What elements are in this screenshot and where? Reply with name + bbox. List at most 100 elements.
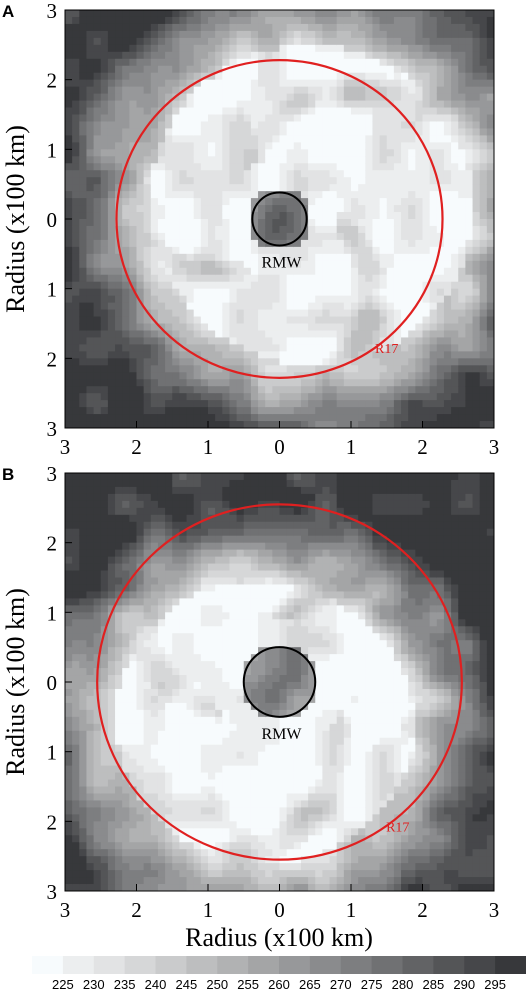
- field-cell: [107, 570, 116, 579]
- field-cell: [122, 372, 130, 380]
- field-cell: [122, 225, 130, 234]
- field-cell: [186, 309, 195, 318]
- field-cell: [429, 23, 438, 32]
- field-cell: [150, 842, 159, 850]
- field-cell: [486, 358, 494, 366]
- field-cell: [193, 521, 202, 530]
- field-cell: [150, 779, 159, 788]
- field-cell: [72, 239, 80, 248]
- field-cell: [379, 23, 388, 32]
- field-cell: [208, 647, 216, 655]
- field-cell: [472, 414, 481, 422]
- field-cell: [193, 786, 202, 795]
- field-cell: [172, 400, 180, 408]
- field-cell: [136, 870, 145, 878]
- field-cell: [386, 219, 395, 227]
- field-cell: [293, 288, 302, 297]
- field-cell: [379, 58, 388, 67]
- field-cell: [86, 493, 95, 502]
- field-cell: [65, 156, 73, 164]
- field-cell: [193, 246, 202, 255]
- field-cell: [243, 400, 252, 408]
- field-cell: [293, 72, 302, 81]
- field-cell: [122, 79, 130, 88]
- field-cell: [243, 191, 252, 199]
- y-tick-label: 2: [47, 69, 58, 93]
- field-cell: [143, 730, 152, 739]
- field-cell: [458, 295, 466, 304]
- field-cell: [272, 100, 281, 109]
- field-cell: [115, 493, 123, 502]
- field-cell: [258, 365, 266, 373]
- field-cell: [365, 358, 374, 366]
- field-cell: [193, 239, 202, 248]
- field-cell: [193, 37, 202, 46]
- field-cell: [336, 44, 345, 53]
- field-cell: [115, 751, 123, 760]
- field-cell: [179, 156, 188, 164]
- field-cell: [258, 184, 266, 192]
- field-cell: [443, 253, 452, 262]
- field-cell: [451, 232, 459, 241]
- field-cell: [200, 72, 209, 81]
- field-cell: [79, 232, 88, 241]
- field-cell: [136, 528, 145, 537]
- field-cell: [465, 44, 474, 53]
- field-cell: [107, 135, 116, 143]
- field-cell: [308, 323, 316, 332]
- field-cell: [122, 10, 130, 18]
- field-cell: [408, 323, 416, 332]
- field-cell: [129, 421, 138, 428]
- field-cell: [107, 184, 116, 192]
- field-cell: [179, 473, 188, 481]
- field-cell: [172, 479, 180, 488]
- field-cell: [122, 500, 130, 509]
- field-cell: [107, 584, 116, 593]
- field-cell: [100, 386, 109, 394]
- field-cell: [308, 253, 316, 262]
- field-cell: [208, 302, 216, 311]
- field-cell: [93, 246, 102, 255]
- field-cell: [186, 414, 195, 422]
- field-cell: [329, 30, 338, 39]
- field-cell: [129, 225, 138, 234]
- field-cell: [107, 107, 116, 116]
- field-cell: [179, 316, 188, 325]
- field-cell: [401, 323, 409, 332]
- field-cell: [308, 288, 316, 297]
- field-cell: [165, 702, 173, 711]
- field-cell: [329, 288, 338, 297]
- field-cell: [458, 205, 466, 213]
- field-cell: [215, 225, 223, 234]
- field-cell: [165, 563, 173, 572]
- field-cell: [379, 10, 388, 18]
- field-cell: [308, 163, 316, 171]
- field-cell: [250, 239, 259, 248]
- field-cell: [472, 288, 481, 297]
- field-cell: [286, 407, 295, 415]
- field-cell: [122, 514, 130, 523]
- rmw-label: RMW: [262, 254, 303, 271]
- field-cell: [443, 323, 452, 332]
- field-cell: [150, 870, 159, 878]
- field-cell: [200, 302, 209, 311]
- field-cell: [300, 212, 309, 220]
- field-cell: [443, 337, 452, 345]
- field-cell: [172, 232, 180, 241]
- field-cell: [372, 386, 381, 394]
- field-cell: [486, 288, 494, 297]
- field-cell: [229, 253, 238, 262]
- field-cell: [65, 619, 73, 627]
- field-cell: [215, 163, 223, 171]
- field-cell: [172, 877, 180, 885]
- field-cell: [429, 93, 438, 102]
- field-cell: [215, 288, 223, 297]
- field-cell: [451, 212, 459, 220]
- field-cell: [72, 156, 80, 164]
- field-cell: [172, 316, 180, 325]
- field-cell: [379, 330, 388, 339]
- field-cell: [179, 23, 188, 32]
- field-cell: [172, 535, 180, 544]
- field-cell: [122, 86, 130, 95]
- field-cell: [200, 493, 209, 502]
